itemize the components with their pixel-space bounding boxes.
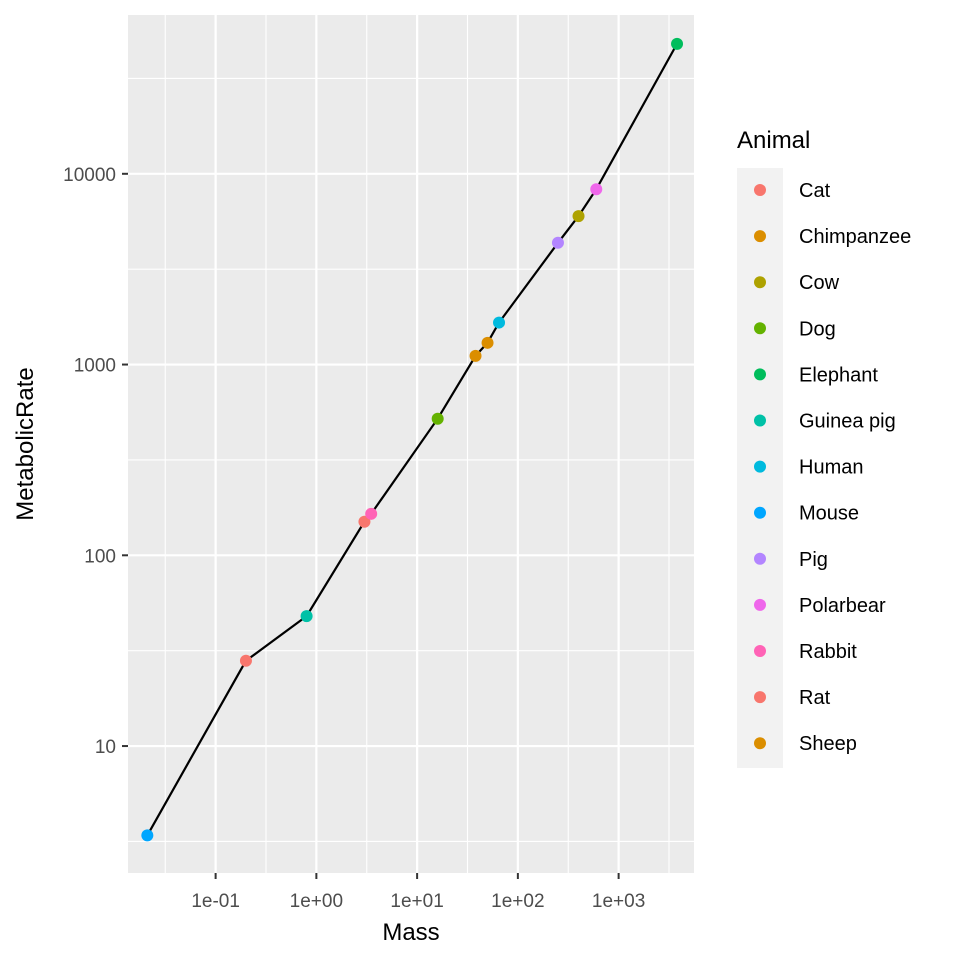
legend-label-pig: Pig bbox=[799, 549, 828, 571]
point-rabbit bbox=[365, 507, 378, 520]
legend-key-human bbox=[754, 460, 766, 473]
y-tick-label: 100 bbox=[84, 546, 116, 567]
point-cat bbox=[358, 515, 371, 528]
legend-label-guinea-pig: Guinea pig bbox=[799, 411, 896, 433]
legend-label-mouse: Mouse bbox=[799, 503, 859, 525]
point-elephant bbox=[671, 37, 684, 50]
plot-panel bbox=[128, 15, 694, 873]
legend-label-elephant: Elephant bbox=[799, 364, 878, 386]
y-axis-title: MetabolicRate bbox=[12, 367, 39, 520]
legend-key-guinea-pig bbox=[754, 414, 766, 427]
point-chimpanzee bbox=[469, 349, 482, 362]
point-human bbox=[493, 316, 506, 329]
x-axis-ticks: 1e-01 1e+00 1e+01 1e+02 1e+03 bbox=[191, 873, 645, 912]
x-tick-label: 1e+03 bbox=[592, 891, 645, 912]
x-axis-title: Mass bbox=[382, 919, 439, 946]
point-sheep bbox=[481, 336, 494, 349]
x-tick-label: 1e+00 bbox=[290, 891, 343, 912]
legend-key-elephant bbox=[754, 368, 766, 381]
point-guinea-pig bbox=[300, 610, 313, 623]
legend-key-cow bbox=[754, 276, 766, 289]
legend-label-cow: Cow bbox=[799, 272, 840, 294]
legend-key-rabbit bbox=[754, 645, 766, 657]
legend-label-rat: Rat bbox=[799, 687, 831, 709]
legend-key-sheep bbox=[754, 737, 766, 750]
legend-key-chimpanzee bbox=[754, 230, 766, 243]
legend-label-cat: Cat bbox=[799, 180, 831, 202]
legend-label-polarbear: Polarbear bbox=[799, 595, 886, 617]
y-tick-label: 1000 bbox=[74, 356, 116, 377]
x-tick-label: 1e+01 bbox=[390, 891, 443, 912]
grid-major bbox=[128, 15, 694, 873]
x-tick-label: 1e+02 bbox=[491, 891, 544, 912]
y-tick-label: 10000 bbox=[63, 165, 116, 186]
legend-key-rat bbox=[754, 691, 766, 704]
point-mouse bbox=[141, 829, 154, 842]
legend-label-human: Human bbox=[799, 457, 863, 479]
y-axis-ticks: 10 100 1000 10000 bbox=[63, 165, 128, 758]
point-rat bbox=[239, 654, 252, 667]
legend-label-rabbit: Rabbit bbox=[799, 641, 857, 663]
legend: Cat Chimpanzee Cow Dog Elephant Guinea pig Hum… bbox=[754, 180, 911, 755]
legend-key-pig bbox=[754, 552, 766, 565]
x-tick-label: 1e-01 bbox=[191, 891, 240, 912]
grid-minor bbox=[128, 15, 694, 873]
point-polarbear bbox=[590, 183, 603, 196]
point-pig bbox=[551, 236, 564, 249]
point-dog bbox=[431, 412, 444, 425]
legend-key-mouse bbox=[754, 506, 766, 519]
legend-label-chimpanzee: Chimpanzee bbox=[799, 226, 911, 248]
y-tick-label: 10 bbox=[95, 737, 116, 758]
legend-key-polarbear bbox=[754, 598, 766, 611]
legend-label-dog: Dog bbox=[799, 318, 836, 340]
legend-label-sheep: Sheep bbox=[799, 733, 857, 755]
legend-key-dog bbox=[754, 322, 766, 335]
legend-title: Animal bbox=[737, 127, 810, 154]
point-cow bbox=[572, 210, 585, 223]
data-points bbox=[141, 37, 684, 842]
legend-key-cat bbox=[754, 184, 766, 196]
